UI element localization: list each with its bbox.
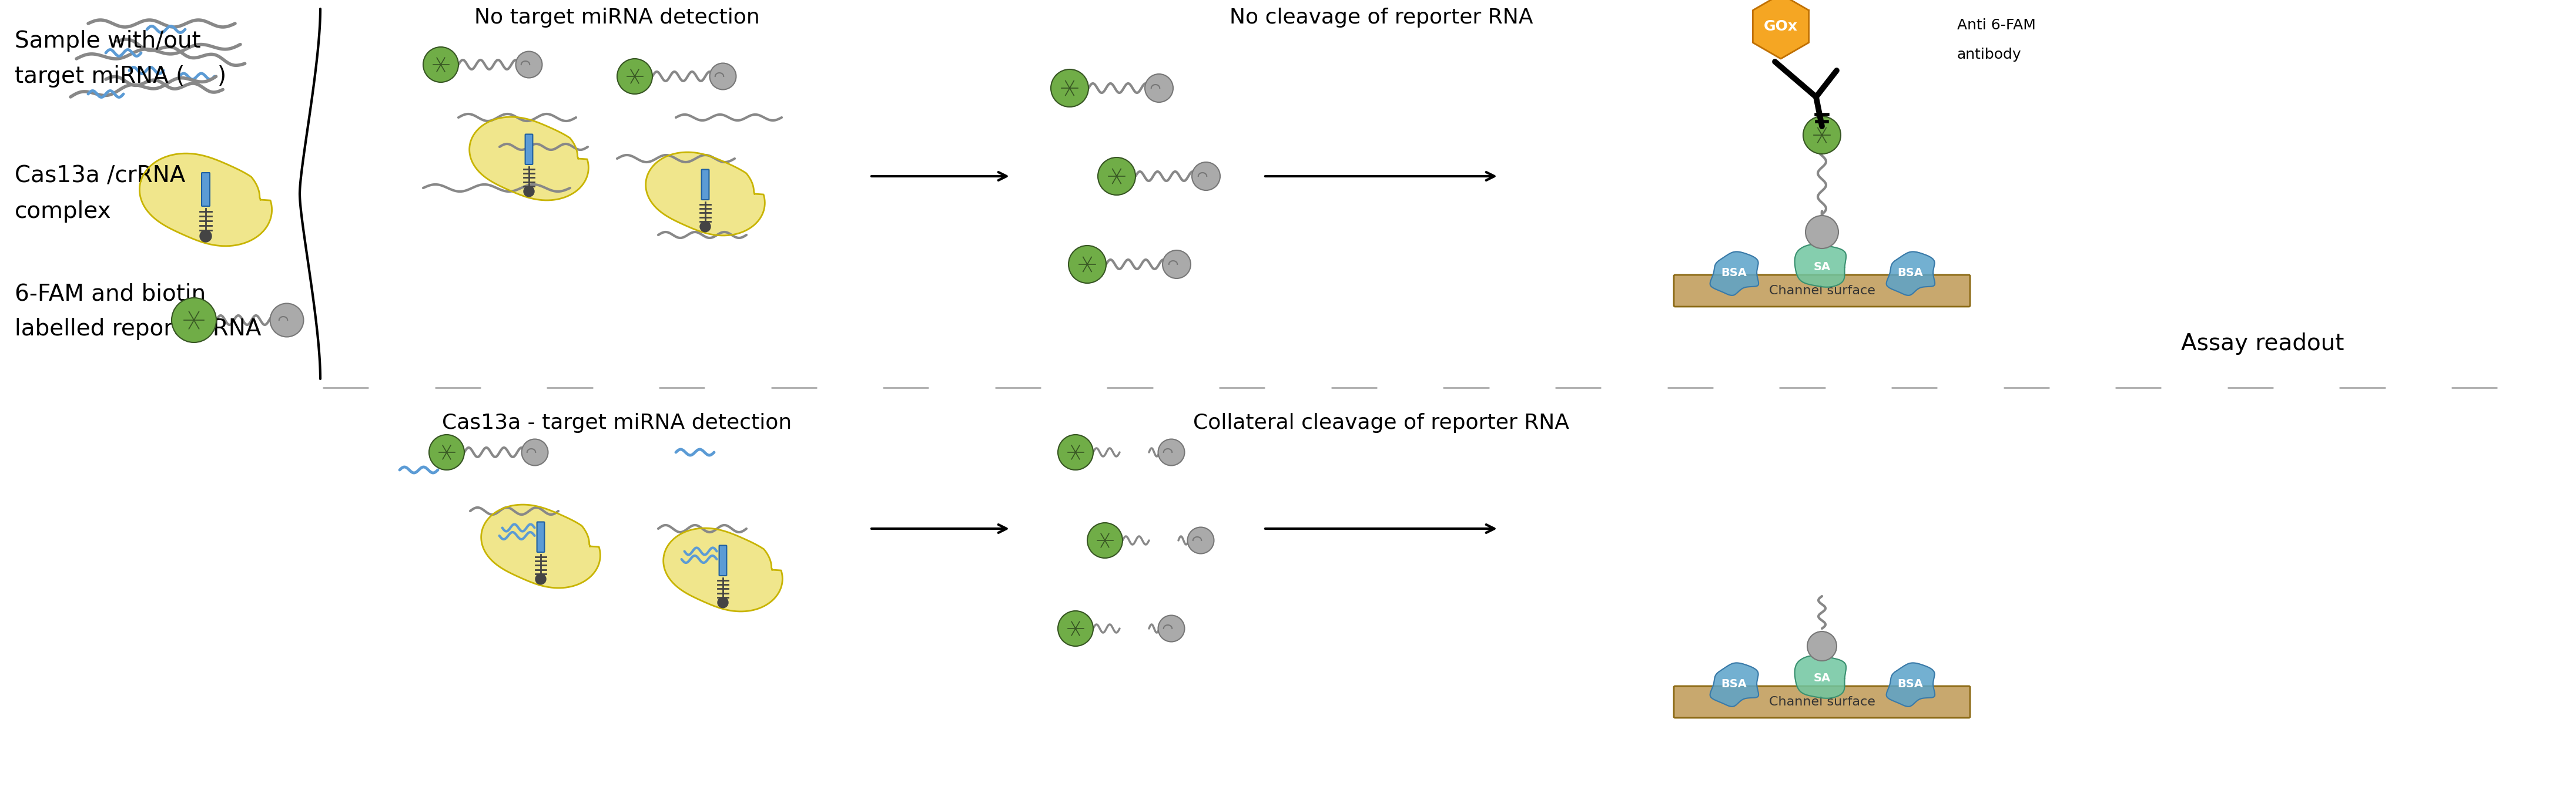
Text: Cas13a /crRNA: Cas13a /crRNA: [15, 165, 185, 187]
Polygon shape: [665, 528, 783, 611]
Circle shape: [1188, 527, 1213, 554]
Polygon shape: [1752, 0, 1808, 59]
Circle shape: [1087, 523, 1123, 558]
Text: 6-FAM and biotin: 6-FAM and biotin: [15, 282, 206, 305]
Circle shape: [1806, 216, 1839, 248]
Circle shape: [1097, 158, 1136, 195]
Text: GOx: GOx: [1765, 19, 1798, 33]
Circle shape: [1159, 439, 1185, 465]
Text: complex: complex: [15, 201, 111, 223]
Polygon shape: [139, 153, 273, 246]
Text: No target miRNA detection: No target miRNA detection: [474, 8, 760, 28]
Polygon shape: [1795, 655, 1847, 699]
Polygon shape: [1710, 251, 1759, 295]
Polygon shape: [1886, 663, 1935, 707]
FancyBboxPatch shape: [701, 170, 708, 200]
Text: Assay readout: Assay readout: [2182, 332, 2344, 354]
Text: labelled reporter RNA: labelled reporter RNA: [15, 318, 260, 340]
Circle shape: [536, 574, 546, 584]
Circle shape: [1051, 69, 1090, 107]
FancyBboxPatch shape: [201, 173, 209, 206]
Circle shape: [201, 230, 211, 242]
Circle shape: [1069, 246, 1105, 283]
Circle shape: [173, 298, 216, 343]
Text: Cas13a - target miRNA detection: Cas13a - target miRNA detection: [443, 413, 791, 433]
Circle shape: [1162, 251, 1190, 278]
Polygon shape: [469, 117, 587, 201]
Circle shape: [1144, 74, 1172, 102]
Circle shape: [270, 304, 304, 337]
Circle shape: [719, 597, 729, 608]
FancyBboxPatch shape: [1674, 686, 1971, 718]
Text: Collateral cleavage of reporter RNA: Collateral cleavage of reporter RNA: [1193, 413, 1569, 433]
Polygon shape: [647, 152, 765, 236]
Text: ): ): [216, 65, 227, 87]
Text: target miRNA (: target miRNA (: [15, 65, 185, 87]
FancyBboxPatch shape: [536, 522, 544, 552]
Circle shape: [430, 435, 464, 470]
Polygon shape: [1795, 244, 1847, 287]
Circle shape: [618, 59, 652, 94]
Text: Channel surface: Channel surface: [1770, 696, 1875, 708]
Circle shape: [1059, 435, 1092, 470]
Text: antibody: antibody: [1958, 48, 2022, 62]
Text: BSA: BSA: [1721, 267, 1747, 278]
Circle shape: [523, 186, 533, 197]
Polygon shape: [482, 504, 600, 588]
Polygon shape: [1886, 251, 1935, 295]
Text: No cleavage of reporter RNA: No cleavage of reporter RNA: [1229, 8, 1533, 28]
Circle shape: [701, 221, 711, 232]
FancyBboxPatch shape: [526, 134, 533, 164]
Circle shape: [708, 63, 737, 90]
FancyBboxPatch shape: [1674, 275, 1971, 307]
Circle shape: [515, 52, 541, 78]
FancyBboxPatch shape: [719, 546, 726, 576]
Text: SA: SA: [1814, 673, 1832, 684]
Text: Channel surface: Channel surface: [1770, 285, 1875, 297]
Circle shape: [422, 47, 459, 82]
Text: BSA: BSA: [1896, 679, 1924, 690]
Text: Sample with/out: Sample with/out: [15, 30, 201, 52]
Circle shape: [1059, 611, 1092, 646]
Circle shape: [1193, 162, 1221, 190]
Circle shape: [1159, 615, 1185, 642]
Circle shape: [1808, 631, 1837, 661]
Circle shape: [1803, 117, 1842, 154]
Polygon shape: [1710, 663, 1759, 707]
Text: BSA: BSA: [1721, 679, 1747, 690]
Circle shape: [520, 439, 549, 465]
Text: SA: SA: [1814, 262, 1832, 273]
Text: BSA: BSA: [1896, 267, 1924, 278]
Text: Anti 6-FAM: Anti 6-FAM: [1958, 18, 2035, 33]
